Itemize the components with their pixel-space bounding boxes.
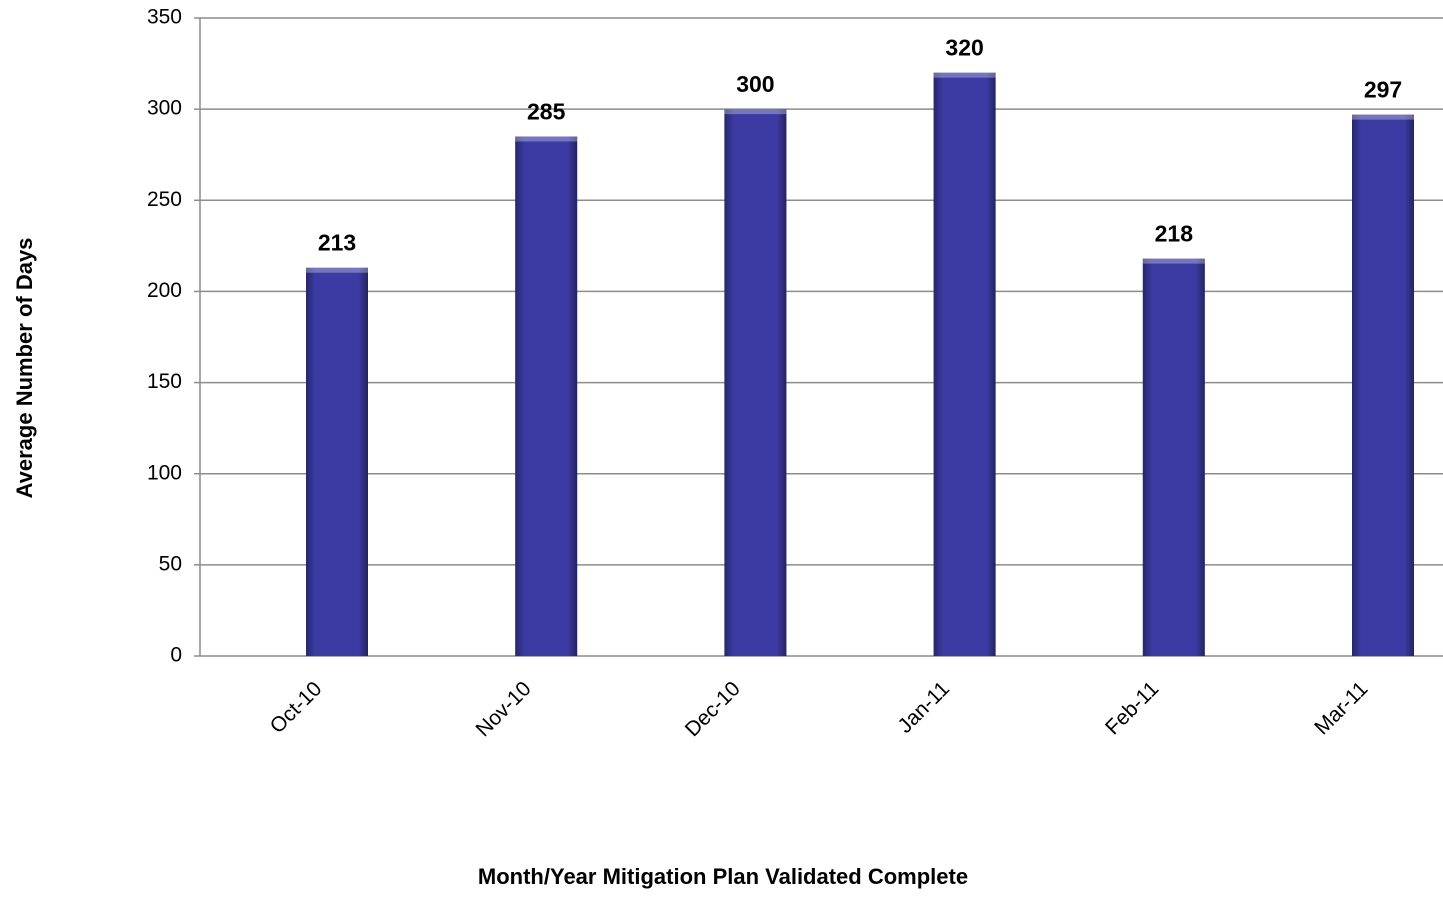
bar-shade [933,72,996,656]
y-tick-label: 50 [159,552,182,575]
bar-shade [1352,114,1414,656]
y-tick-label: 300 [147,97,182,120]
x-tick-label: Oct-10 [266,677,327,738]
value-label: 213 [318,230,356,256]
x-tick-label: Mar-11 [1310,677,1372,739]
bar-cap [515,136,578,142]
value-label: 297 [1364,77,1402,103]
x-tick-label: Jan-11 [893,677,954,738]
bar-cap [1142,258,1205,264]
x-tick-label: Nov-10 [472,677,536,741]
bar-cap [724,109,787,115]
y-tick-label: 0 [170,644,182,667]
x-tick-label: Feb-11 [1101,677,1163,739]
bar-shade [306,267,368,656]
bar-shade [515,136,578,656]
y-tick-label: 250 [147,188,182,211]
bar-cap [306,267,368,273]
x-axis-title: Month/Year Mitigation Plan Validated Com… [478,864,968,889]
y-tick-label: 200 [147,279,182,302]
y-axis-title: Average Number of Days [12,238,37,499]
value-label: 285 [527,98,566,124]
value-label: 218 [1155,221,1194,247]
y-tick-label: 100 [147,461,182,484]
bar-cap [933,72,996,78]
y-tick-label: 150 [147,370,182,393]
x-tick-label: Dec-10 [681,677,745,741]
value-label: 320 [945,35,983,61]
y-tick-label: 350 [147,6,182,29]
value-label: 300 [736,71,774,97]
bar-shade [1142,258,1205,656]
bar-shade [724,109,787,656]
bar-cap [1352,114,1414,120]
